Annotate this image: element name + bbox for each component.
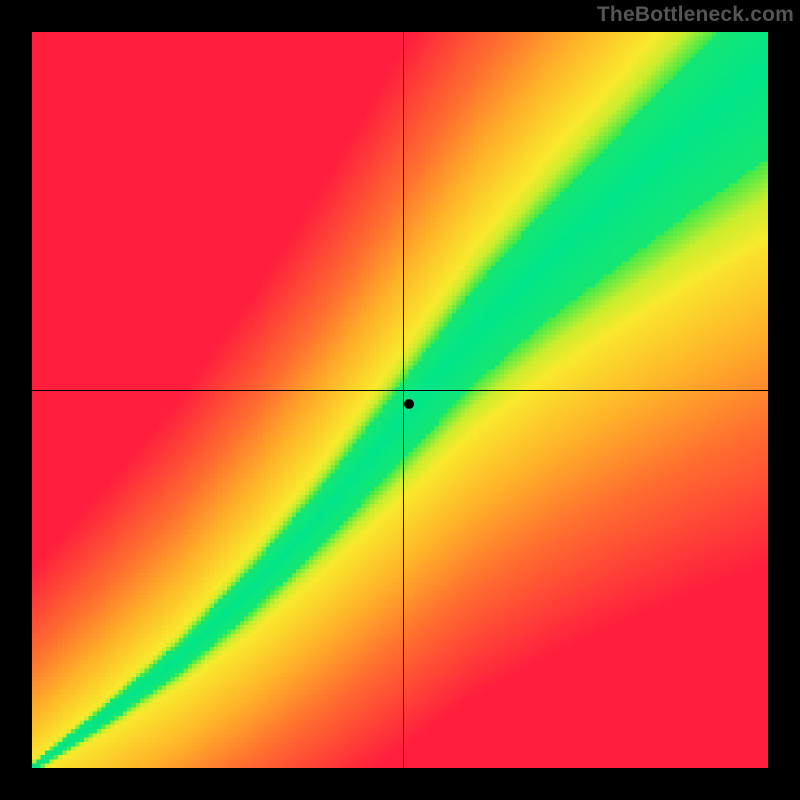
heatmap-plot bbox=[32, 32, 768, 768]
chart-container: TheBottleneck.com bbox=[0, 0, 800, 800]
crosshair-vertical bbox=[403, 32, 404, 768]
data-point-marker bbox=[404, 399, 414, 409]
watermark-text: TheBottleneck.com bbox=[597, 3, 794, 27]
heatmap-canvas bbox=[32, 32, 768, 768]
crosshair-horizontal bbox=[32, 390, 768, 391]
